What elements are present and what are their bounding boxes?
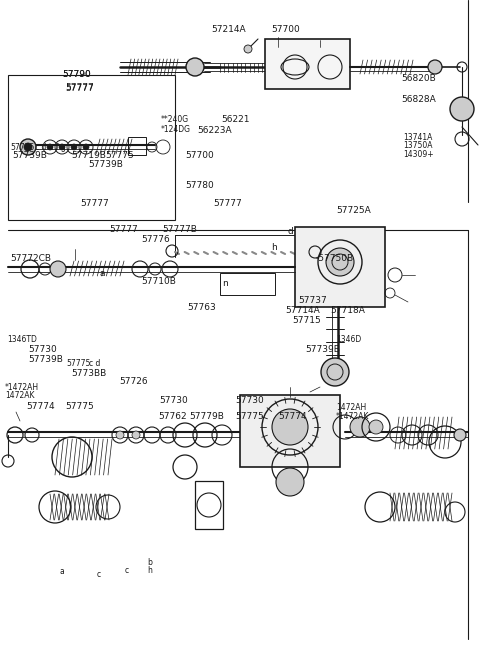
Circle shape — [428, 60, 442, 74]
Text: 1472AK: 1472AK — [5, 391, 34, 400]
Text: 57214A: 57214A — [211, 25, 246, 34]
Text: 57790: 57790 — [62, 70, 91, 79]
Circle shape — [450, 97, 474, 121]
Text: c d: c d — [89, 359, 100, 369]
Text: *1472AH: *1472AH — [5, 383, 39, 392]
Text: 57714A: 57714A — [286, 306, 320, 315]
Text: 57777: 57777 — [65, 83, 94, 92]
Circle shape — [59, 144, 65, 150]
Text: 1472AH: 1472AH — [336, 403, 366, 412]
Bar — [265, 39, 350, 89]
Text: 57700: 57700 — [271, 25, 300, 34]
Circle shape — [47, 144, 53, 150]
Text: 57780: 57780 — [185, 181, 214, 190]
Text: 56820B: 56820B — [401, 74, 435, 83]
Text: 57762: 57762 — [158, 412, 187, 421]
Text: 57777: 57777 — [109, 225, 138, 234]
Text: -57750B: -57750B — [316, 254, 354, 263]
Text: 13741A: 13741A — [403, 133, 432, 143]
Circle shape — [326, 248, 354, 276]
Text: 57775: 57775 — [65, 401, 94, 411]
Text: a: a — [100, 269, 105, 278]
Bar — [220, 273, 275, 295]
Bar — [8, 75, 175, 220]
Text: 1346D: 1346D — [336, 335, 361, 344]
Text: 57775: 57775 — [235, 412, 264, 421]
Text: h: h — [271, 243, 277, 252]
Text: 57790: 57790 — [62, 70, 91, 79]
Circle shape — [186, 58, 204, 76]
Bar — [195, 481, 223, 529]
Text: *124DG: *124DG — [161, 125, 191, 134]
Circle shape — [20, 139, 36, 155]
Circle shape — [50, 261, 66, 277]
Bar — [240, 395, 340, 467]
Text: 57774: 57774 — [26, 401, 55, 411]
Text: 57725A: 57725A — [336, 206, 371, 215]
Text: 57739B: 57739B — [305, 345, 340, 354]
Text: 57739B: 57739B — [12, 151, 47, 160]
Text: 56223A: 56223A — [197, 125, 231, 135]
Text: 57719B: 57719B — [71, 151, 106, 160]
Text: 57777B: 57777B — [162, 225, 197, 234]
Text: 57739B: 57739B — [88, 160, 123, 170]
Circle shape — [24, 143, 32, 151]
Bar — [128, 137, 146, 155]
Text: 57777: 57777 — [65, 83, 94, 93]
Circle shape — [272, 409, 308, 445]
Text: 57775: 57775 — [66, 359, 91, 369]
Text: 56221: 56221 — [221, 115, 249, 124]
Text: 57715: 57715 — [292, 316, 321, 325]
Text: 57776: 57776 — [142, 235, 170, 244]
Circle shape — [244, 45, 252, 53]
Text: c d e f g: c d e f g — [35, 143, 65, 152]
Text: d: d — [287, 227, 293, 236]
Circle shape — [71, 144, 77, 150]
Text: 14309+: 14309+ — [403, 150, 434, 159]
Text: 57718A: 57718A — [330, 306, 365, 315]
Circle shape — [116, 431, 124, 439]
Text: **240G: **240G — [161, 115, 189, 124]
Bar — [295, 227, 385, 307]
Text: c: c — [97, 570, 101, 579]
Text: 57763: 57763 — [187, 303, 216, 312]
Circle shape — [350, 417, 370, 437]
Text: 57774: 57774 — [278, 412, 307, 421]
Text: 57730: 57730 — [235, 396, 264, 405]
Text: 5773BB: 5773BB — [71, 369, 106, 378]
Text: 13750A: 13750A — [403, 141, 432, 150]
Circle shape — [369, 420, 383, 434]
Text: 57772CB: 57772CB — [11, 254, 51, 263]
Text: c: c — [125, 566, 129, 575]
Text: 1346TD: 1346TD — [7, 335, 37, 344]
Text: 57775: 57775 — [11, 143, 35, 152]
Text: 57779B: 57779B — [190, 412, 225, 421]
Text: b: b — [147, 558, 152, 567]
Text: 57737: 57737 — [298, 296, 327, 306]
Text: 57777: 57777 — [81, 199, 109, 208]
Circle shape — [83, 144, 89, 150]
Text: *1472AK: *1472AK — [336, 412, 370, 421]
Text: 57730: 57730 — [28, 345, 57, 354]
Text: 57730: 57730 — [159, 396, 188, 405]
Circle shape — [132, 431, 140, 439]
Text: h: h — [147, 566, 152, 575]
Text: a: a — [60, 567, 65, 576]
Text: 57726: 57726 — [119, 376, 148, 386]
Text: n: n — [222, 279, 228, 288]
Text: 57777: 57777 — [214, 199, 242, 208]
Circle shape — [321, 358, 349, 386]
Text: 57775: 57775 — [106, 151, 134, 160]
Text: 57739B: 57739B — [28, 355, 63, 364]
Text: 56828A: 56828A — [401, 95, 435, 104]
Text: 57710B: 57710B — [142, 277, 177, 286]
Text: 57700: 57700 — [185, 150, 214, 160]
Circle shape — [454, 429, 466, 441]
Circle shape — [276, 468, 304, 496]
